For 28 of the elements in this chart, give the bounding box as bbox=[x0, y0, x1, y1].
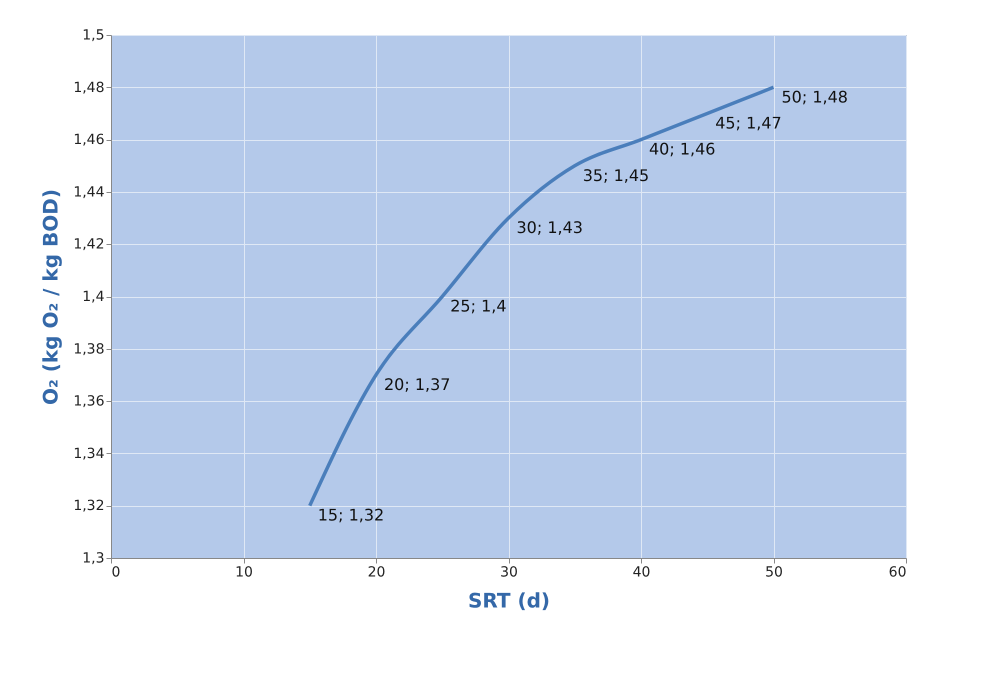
x-tick-label: 60 bbox=[888, 564, 906, 580]
y-tick-label: 1,42 bbox=[73, 236, 104, 253]
data-label: 20; 1,37 bbox=[384, 374, 450, 394]
y-tick-label: 1,34 bbox=[73, 446, 105, 462]
y-tick-label: 1,4 bbox=[82, 289, 105, 305]
x-tick-label: 20 bbox=[368, 564, 386, 580]
data-label: 40; 1,46 bbox=[649, 140, 716, 159]
data-label: 50; 1,48 bbox=[782, 87, 848, 106]
y-tick-label: 1,38 bbox=[73, 341, 104, 358]
data-label: 35; 1,45 bbox=[582, 166, 650, 185]
y-tick-label: 1,48 bbox=[73, 80, 104, 96]
data-label: 30; 1,43 bbox=[516, 218, 583, 238]
data-label: 25; 1,4 bbox=[450, 296, 507, 316]
x-tick-label: 40 bbox=[632, 564, 650, 580]
y-tick-label: 1,5 bbox=[82, 28, 104, 44]
x-tick-label: 0 bbox=[112, 564, 120, 580]
y-tick-label: 1,36 bbox=[73, 394, 105, 410]
data-label: 45; 1,47 bbox=[715, 113, 782, 132]
y-tick-label: 1,46 bbox=[73, 132, 105, 148]
x-tick-label: 10 bbox=[235, 564, 253, 580]
x-tick-label: 30 bbox=[500, 564, 518, 580]
x-tick-label: 50 bbox=[765, 564, 783, 580]
y-axis-title: O₂ (kg O₂ / kg BOD) bbox=[38, 188, 62, 406]
y-tick-label: 1,44 bbox=[73, 184, 105, 200]
data-label: 15; 1,32 bbox=[318, 506, 384, 525]
y-tick-label: 1,3 bbox=[82, 550, 104, 566]
y-tick-label: 1,32 bbox=[73, 498, 104, 514]
x-axis-title: SRT (d) bbox=[468, 588, 550, 612]
